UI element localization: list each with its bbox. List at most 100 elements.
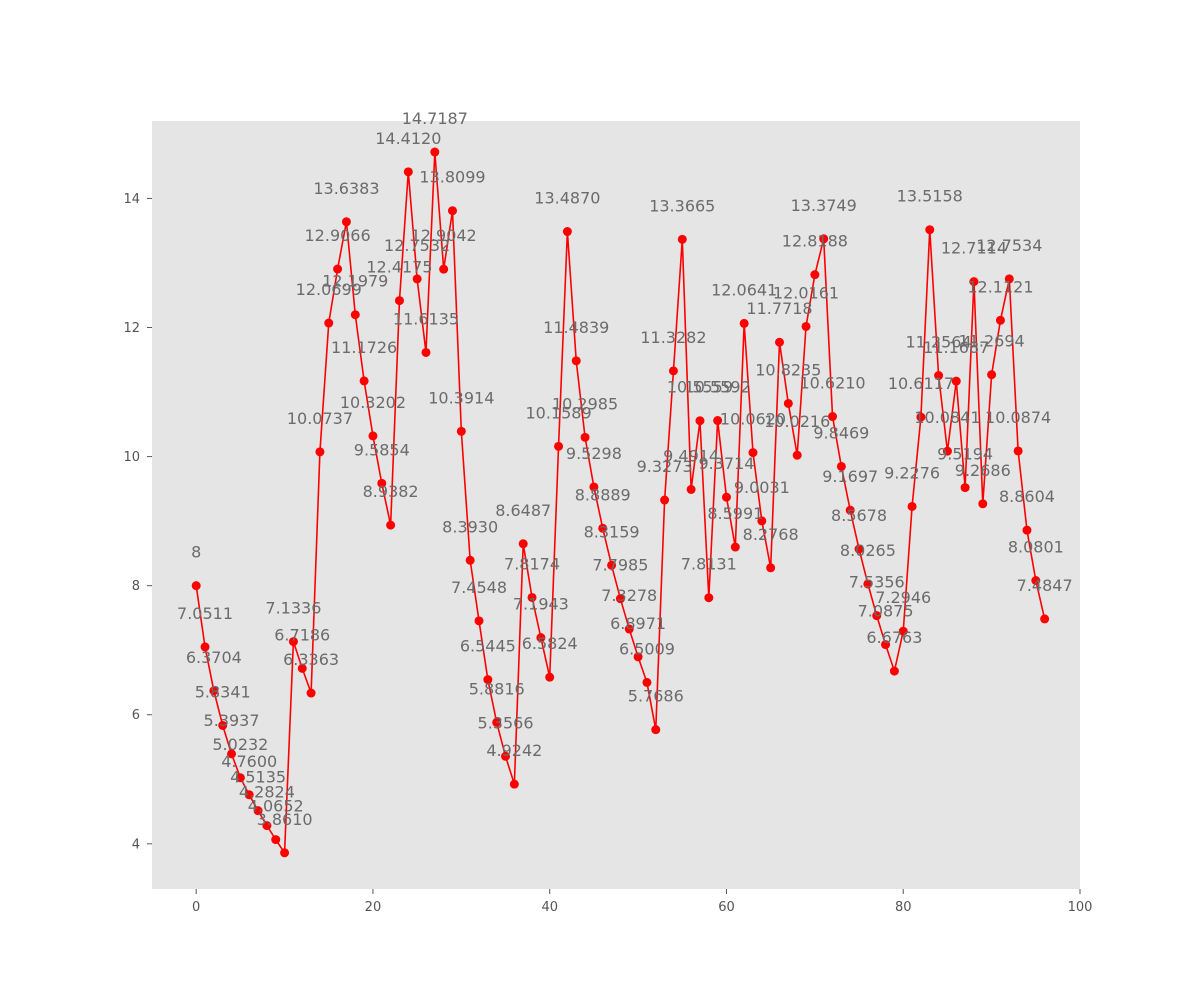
data-label: 7.0511 (177, 604, 233, 623)
data-label: 11.2694 (959, 332, 1025, 351)
data-label: 6.3363 (283, 650, 339, 669)
data-point (350, 310, 360, 320)
data-label: 10.3202 (340, 393, 406, 412)
data-label: 9.5854 (354, 440, 410, 459)
data-label: 5.7686 (628, 687, 684, 706)
data-point (721, 492, 731, 502)
data-point (624, 624, 634, 634)
data-label: 14.7187 (402, 109, 468, 128)
data-label: 9.0031 (734, 478, 790, 497)
data-point (244, 790, 254, 800)
y-axis: 4 6 8 10 12 14 (123, 192, 152, 852)
data-label: 12.8188 (782, 232, 848, 251)
data-point (474, 616, 484, 626)
data-label: 8.3930 (442, 517, 498, 536)
data-point (819, 234, 829, 244)
data-point (341, 217, 351, 227)
data-label: 12.1979 (322, 272, 388, 291)
data-point (394, 296, 404, 306)
data-label: 8.0801 (1008, 538, 1064, 557)
data-point (801, 321, 811, 331)
data-label: 10.2985 (552, 394, 618, 413)
data-point (280, 848, 290, 858)
data-label: 4.2824 (239, 783, 295, 802)
data-point (545, 672, 555, 682)
data-label: 12.9042 (411, 226, 477, 245)
data-point (730, 542, 740, 552)
data-label: 11.2564 (906, 333, 972, 352)
data-point (766, 563, 776, 573)
data-point (430, 147, 440, 157)
data-point (297, 663, 307, 673)
data-label: 8 (191, 543, 201, 562)
data-label: 10.5592 (685, 378, 751, 397)
data-label: 12.4175 (366, 258, 432, 277)
x-tick-label: 100 (1068, 900, 1093, 915)
data-label: 6.5009 (619, 639, 675, 658)
data-point (439, 264, 449, 274)
data-label: 4.5135 (230, 768, 286, 787)
data-point (651, 725, 661, 735)
data-point (1004, 274, 1014, 284)
data-label: 12.0641 (711, 280, 777, 299)
data-label: 9.5298 (566, 444, 622, 463)
data-point (607, 560, 617, 570)
x-tick-label: 20 (365, 900, 382, 915)
data-label: 10.8235 (755, 360, 821, 379)
data-label: 8.8889 (575, 485, 631, 504)
data-label: 11.3282 (640, 328, 706, 347)
data-label: 10.3914 (428, 388, 494, 407)
data-label: 9.3273 (637, 457, 693, 476)
data-point (288, 637, 298, 647)
data-point (200, 642, 210, 652)
data-label: 7.5356 (849, 573, 905, 592)
data-label: 11.1687 (923, 338, 989, 357)
data-point (386, 520, 396, 530)
data-label: 6.6763 (866, 628, 922, 647)
data-label: 3.8610 (257, 810, 313, 829)
data-point (227, 749, 237, 759)
data-point (934, 371, 944, 381)
data-point (686, 484, 696, 494)
data-label: 4.7600 (221, 752, 277, 771)
data-point (209, 686, 219, 696)
data-label: 13.3665 (649, 196, 715, 215)
data-label: 13.5158 (897, 187, 963, 206)
data-label: 5.8816 (469, 679, 525, 698)
data-point (1031, 576, 1041, 586)
data-label: 13.8099 (419, 168, 485, 187)
data-label: 7.8131 (681, 555, 737, 574)
data-point (306, 688, 316, 698)
data-point (598, 523, 608, 533)
data-point (465, 555, 475, 565)
data-point (960, 483, 970, 493)
data-point (615, 594, 625, 604)
data-point (792, 450, 802, 460)
data-label: 4.9242 (486, 741, 542, 760)
data-point (978, 499, 988, 509)
data-point (315, 447, 325, 457)
data-point (907, 501, 917, 511)
data-point (368, 431, 378, 441)
data-point (810, 270, 820, 280)
data-point (324, 318, 334, 328)
data-point (253, 806, 263, 816)
data-label: 7.7985 (592, 556, 648, 575)
data-point (235, 773, 245, 783)
data-label: 12.7534 (976, 236, 1042, 255)
data-point (854, 544, 864, 554)
data-label: 11.7718 (746, 299, 812, 318)
data-label: 11.1726 (331, 338, 397, 357)
data-point (916, 412, 926, 422)
data-label: 6.5445 (460, 637, 516, 656)
data-label: 12.0161 (773, 283, 839, 302)
data-point (942, 446, 952, 456)
data-point (748, 448, 758, 458)
data-label: 9.1697 (822, 467, 878, 486)
data-point (571, 356, 581, 366)
data-label: 8.0265 (840, 541, 896, 560)
data-point (377, 478, 387, 488)
data-label: 5.3937 (204, 711, 260, 730)
data-point (633, 652, 643, 662)
data-label: 12.7532 (384, 236, 450, 255)
